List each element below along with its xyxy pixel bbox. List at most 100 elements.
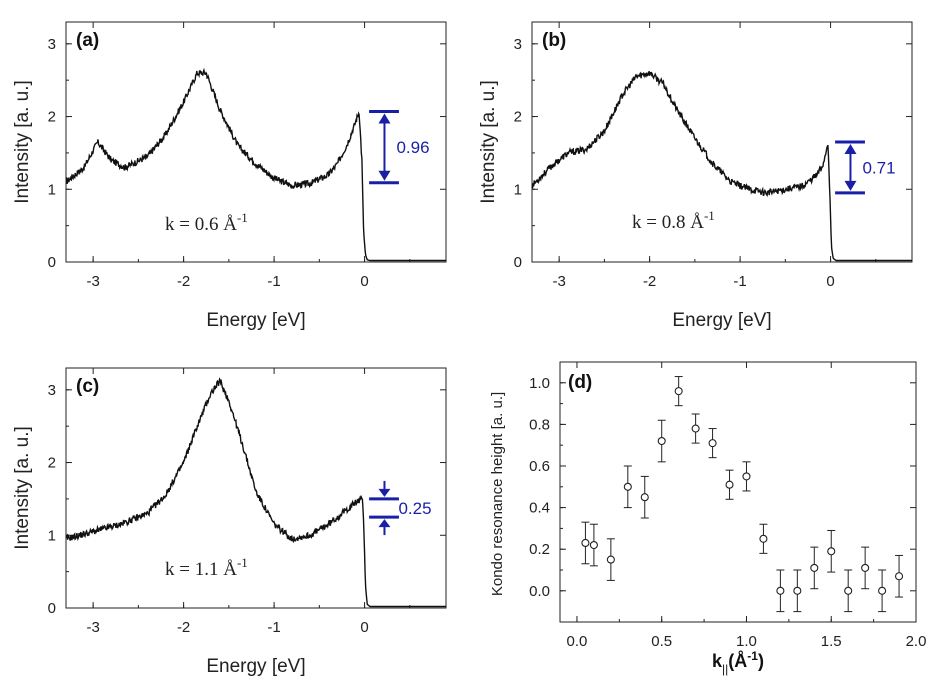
panel-b-x-tick-label: -1 [733, 273, 746, 290]
panel-c-spectrum-line [65, 377, 446, 608]
panel-d-data-point [810, 563, 819, 572]
panel-d-grid: 0.0 0.5 1.0 1.5 2.0 0.0 0.2 0.4 0.6 0.8 1.0 [529, 361, 927, 650]
panel-d-x-label-close: ) [758, 651, 764, 671]
panel-d-data-point [894, 572, 904, 581]
panel-b-annotation: 0.71 [835, 140, 896, 195]
panel-a-y-tick-label: 2 [48, 109, 56, 126]
panel-b-annot-arrowhead-up [844, 144, 857, 154]
panel-b-grid: -3 -2 -1 0 0 1 2 3 [514, 22, 912, 290]
panel-d-y-tick-label: 0.8 [529, 416, 550, 433]
panel-a-y-tick-label: 3 [48, 36, 56, 53]
panel-a-k-unit: Å [223, 214, 237, 235]
panel-c-annot-arrowhead-down [378, 488, 391, 497]
panel-d-data-point [759, 534, 768, 543]
panel-b: -3 -2 -1 0 0 1 2 3 (b) Intensity [a. u.] Energy… [478, 21, 913, 331]
panel-d-x-label-sub: || [722, 662, 728, 676]
panel-b-annot-value: 0.71 [862, 158, 895, 177]
panel-b-spectrum-line [531, 70, 912, 262]
panel-a-annot-value: 0.96 [396, 138, 429, 157]
panel-a-annot-arrowhead-down [378, 170, 391, 181]
panel-c-x-label: Energy [eV] [206, 656, 305, 677]
panel-d-data-point [657, 436, 666, 446]
panel-a-frame [65, 21, 447, 263]
panel-d-data-point [827, 547, 836, 556]
panel-c-y-tick-label: 0 [48, 600, 56, 617]
panel-d-data-point [691, 424, 700, 433]
panel-a-annotation: 0.96 [369, 109, 430, 185]
panel-c: -3 -2 -1 0 0 1 2 3 (c) Intensity [a. u.] Energy… [12, 367, 447, 677]
panel-c-k-unit: Å [223, 559, 237, 580]
panel-c-x-tick-label: -3 [86, 619, 99, 636]
panel-b-k-exp: -1 [704, 208, 715, 223]
panel-d-data-point [606, 555, 615, 564]
panel-b-y-tick-label: 3 [514, 36, 522, 53]
panel-c-x-tick-label: -1 [267, 619, 280, 636]
panel-c-annot-arrowhead-up [378, 519, 391, 528]
panel-a-x-tick-label: 0 [360, 273, 368, 290]
panel-d-x-label-rest: (Å [728, 651, 747, 671]
panel-d-data-point [793, 586, 802, 595]
panel-c-y-label: Intensity [a. u.] [12, 426, 33, 550]
panel-c-annotation: 0.25 [369, 480, 432, 536]
panel-b-x-tick-label: -3 [552, 273, 565, 290]
panel-a-x-label: Energy [eV] [206, 310, 305, 331]
panel-b-k-label: k = 0.8 Å-1 [632, 208, 715, 233]
panel-d-data-point [674, 387, 683, 396]
panel-a-annot-arrowhead-up [378, 113, 391, 124]
panel-d-data-point [861, 563, 870, 572]
panel-b-x-tick-label: -2 [643, 273, 656, 290]
panel-d-x-tick-label: 0.5 [651, 633, 672, 650]
panel-b-label: (b) [542, 30, 566, 51]
panel-d-frame [559, 361, 917, 623]
panel-c-y-tick-label: 1 [48, 527, 56, 544]
panel-d-x-tick-label: 2.0 [906, 633, 927, 650]
panel-a-spectrum-line [65, 67, 446, 262]
panel-d-y-tick-label: 0.6 [529, 458, 550, 475]
panel-a: -3 -2 -1 0 0 1 2 3 (a) Intensity [a. u.] Energy… [12, 21, 447, 331]
panel-a-y-label: Intensity [a. u.] [12, 80, 33, 204]
panel-a-y-tick-label: 0 [48, 254, 56, 271]
panel-a-k-prefix: k = 0.6 [165, 214, 223, 235]
panel-d-data-point [589, 540, 598, 550]
panel-d-y-label: Kondo resonance height [a. u.] [489, 392, 506, 596]
panel-d-x-tick-label: 0.0 [567, 633, 588, 650]
panel-a-k-label: k = 0.6 Å-1 [165, 210, 248, 235]
panel-b-y-tick-label: 2 [514, 109, 522, 126]
panel-c-grid: -3 -2 -1 0 0 1 2 3 [48, 368, 446, 636]
panel-d-data-point [708, 439, 717, 448]
panel-d-data-point [640, 493, 649, 502]
panel-c-k-prefix: k = 1.1 [165, 559, 223, 580]
panel-d-x-label-sup: -1 [747, 649, 758, 663]
panel-a-x-tick-label: -3 [86, 273, 99, 290]
panel-b-annot-arrowhead-down [844, 180, 857, 191]
panel-d-y-tick-label: 0.0 [529, 583, 550, 600]
panel-b-y-tick-label: 1 [514, 181, 522, 198]
panel-d-x-label: k||(Å-1) [712, 649, 764, 676]
panel-d-points [581, 376, 904, 613]
panel-c-frame [65, 367, 447, 609]
panel-a-grid: -3 -2 -1 0 0 1 2 3 [48, 22, 446, 290]
panel-c-label: (c) [76, 376, 99, 397]
panel-c-y-tick-label: 3 [48, 382, 56, 399]
panel-a-x-tick-label: -2 [177, 273, 190, 290]
panel-c-k-exp: -1 [237, 555, 248, 570]
panel-d-x-label-base: k [712, 651, 723, 671]
panel-c-k-label: k = 1.1 Å-1 [165, 555, 248, 580]
panel-d-data-point [844, 586, 853, 595]
panel-d-y-tick-label: 0.4 [529, 500, 550, 517]
panel-c-y-tick-label: 2 [48, 455, 56, 472]
panel-c-x-tick-label: -2 [177, 619, 190, 636]
panel-d-data-point [776, 586, 785, 595]
panel-d-x-tick-label: 1.0 [736, 633, 757, 650]
panel-d-y-tick-label: 1.0 [529, 375, 550, 392]
panel-d: 0.0 0.5 1.0 1.5 2.0 0.0 0.2 0.4 0.6 0.8 1.0 (d) Ko… [489, 361, 927, 676]
panel-b-frame [531, 21, 913, 263]
panel-a-y-tick-label: 1 [48, 181, 56, 198]
panel-a-x-tick-label: -1 [267, 273, 280, 290]
panel-d-data-point [742, 472, 751, 481]
panel-d-x-tick-label: 1.5 [821, 633, 842, 650]
panel-d-data-point [878, 586, 887, 595]
panel-b-k-unit: Å [690, 212, 704, 233]
panel-c-annot-value: 0.25 [398, 499, 431, 518]
panel-d-data-point [725, 480, 734, 489]
